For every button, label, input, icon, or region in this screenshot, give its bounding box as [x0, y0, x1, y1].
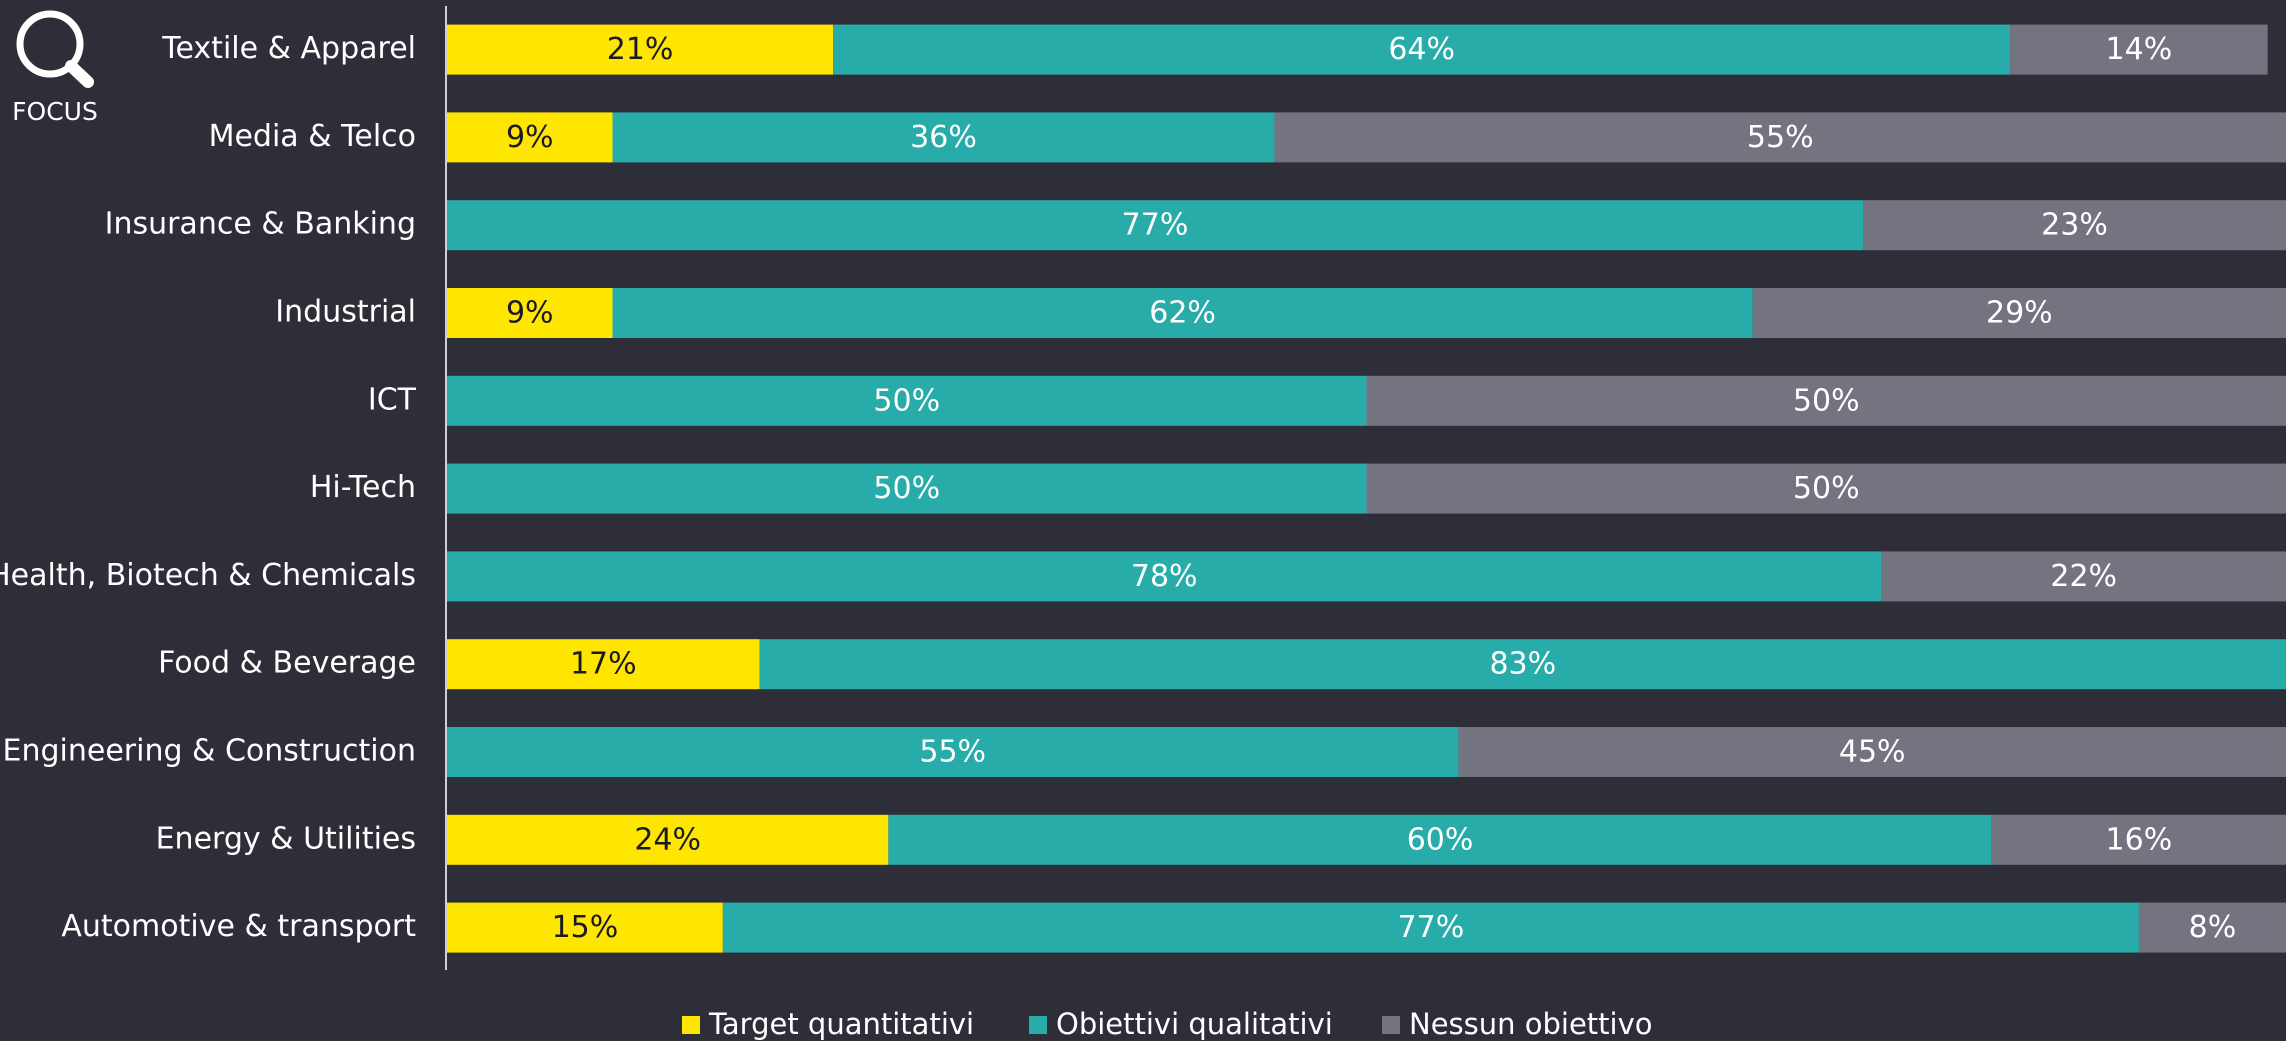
y-tick-label: Engineering & Construction	[3, 734, 416, 769]
bar-segment	[1991, 814, 2286, 865]
focus-icon	[16, 10, 94, 88]
bar-segment	[1366, 463, 2286, 514]
bar-segment	[1863, 200, 2286, 251]
y-tick-label: Hi-Tech	[310, 470, 416, 505]
y-tick-label: Automotive & transport	[61, 909, 416, 944]
y-tick-label: Media & Telco	[209, 119, 416, 154]
bar-segment	[447, 112, 613, 163]
bar-segment	[447, 463, 1367, 514]
data-label: 62%	[1149, 296, 1216, 331]
data-label: 45%	[1839, 735, 1906, 770]
y-tick-label: ICT	[368, 382, 417, 417]
data-label: 8%	[2189, 910, 2237, 945]
magnifier-handle	[65, 60, 94, 88]
bar-segment	[1458, 727, 2286, 777]
legend-swatch	[1382, 1016, 1400, 1034]
data-label: 60%	[1407, 822, 1474, 857]
bar-segment	[1752, 288, 2286, 338]
data-label: 9%	[506, 120, 554, 155]
data-label: 36%	[910, 120, 977, 155]
data-label: 64%	[1388, 32, 1455, 67]
bar-segment	[759, 639, 2286, 690]
data-label: 15%	[552, 910, 619, 945]
data-label: 29%	[1986, 296, 2053, 331]
bar-segment	[447, 375, 1367, 426]
bar-segment	[447, 288, 613, 338]
legend-text: Target quantitativi	[708, 1007, 974, 1041]
data-label: 17%	[570, 647, 637, 682]
data-label: 23%	[2041, 208, 2108, 243]
legend-text: Nessun obiettivo	[1409, 1007, 1652, 1041]
y-tick-label: Health, Biotech & Chemicals	[0, 558, 416, 593]
bar-segment	[2138, 902, 2286, 953]
y-tick-label: Industrial	[275, 295, 416, 330]
legend-swatch	[682, 1016, 700, 1034]
data-label: 55%	[1747, 120, 1814, 155]
bar-segment	[888, 814, 1992, 865]
data-label: 9%	[506, 296, 554, 331]
data-label: 14%	[2106, 32, 2173, 67]
data-label: 77%	[1122, 208, 1189, 243]
y-tick-label: Energy & Utilities	[156, 821, 416, 856]
bar-segment	[722, 902, 2139, 953]
bar-segment	[612, 288, 1753, 338]
bar-segment	[447, 814, 889, 865]
data-label: 22%	[2050, 559, 2117, 594]
bar-segment	[447, 551, 1882, 602]
bar-segment	[1366, 375, 2286, 426]
bar-segment	[1274, 112, 2286, 163]
data-label: 77%	[1398, 910, 1465, 945]
magnifier-lens	[16, 10, 84, 78]
bar-segment	[833, 24, 2011, 75]
bar-segment	[447, 24, 834, 75]
data-label: 50%	[873, 383, 940, 418]
y-tick-label: Food & Beverage	[158, 646, 416, 681]
bar-segment	[447, 639, 760, 690]
data-label: 83%	[1489, 647, 1556, 682]
bar-segment	[447, 902, 723, 953]
bar-segment	[447, 200, 1864, 251]
data-label: 50%	[873, 471, 940, 506]
data-label: 24%	[634, 822, 701, 857]
y-tick-label: Insurance & Banking	[105, 207, 416, 242]
bar-segment	[1881, 551, 2286, 602]
data-label: 21%	[607, 32, 674, 67]
bar-segment	[447, 727, 1459, 777]
data-label: 16%	[2106, 822, 2173, 857]
data-label: 78%	[1131, 559, 1198, 594]
data-label: 50%	[1793, 471, 1860, 506]
focus-label: FOCUS	[12, 97, 98, 126]
y-tick-label: Textile & Apparel	[161, 31, 416, 66]
data-label: 50%	[1793, 383, 1860, 418]
bar-segment	[2010, 24, 2268, 75]
data-label: 55%	[919, 735, 986, 770]
legend-swatch	[1029, 1016, 1047, 1034]
legend-text: Obiettivi qualitativi	[1056, 1007, 1333, 1041]
bar-segment	[612, 112, 1275, 163]
